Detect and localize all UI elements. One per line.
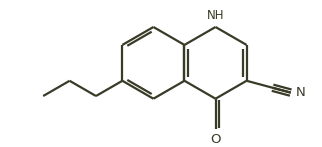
Text: O: O [210,133,221,146]
Text: N: N [296,86,306,99]
Text: NH: NH [207,9,224,22]
